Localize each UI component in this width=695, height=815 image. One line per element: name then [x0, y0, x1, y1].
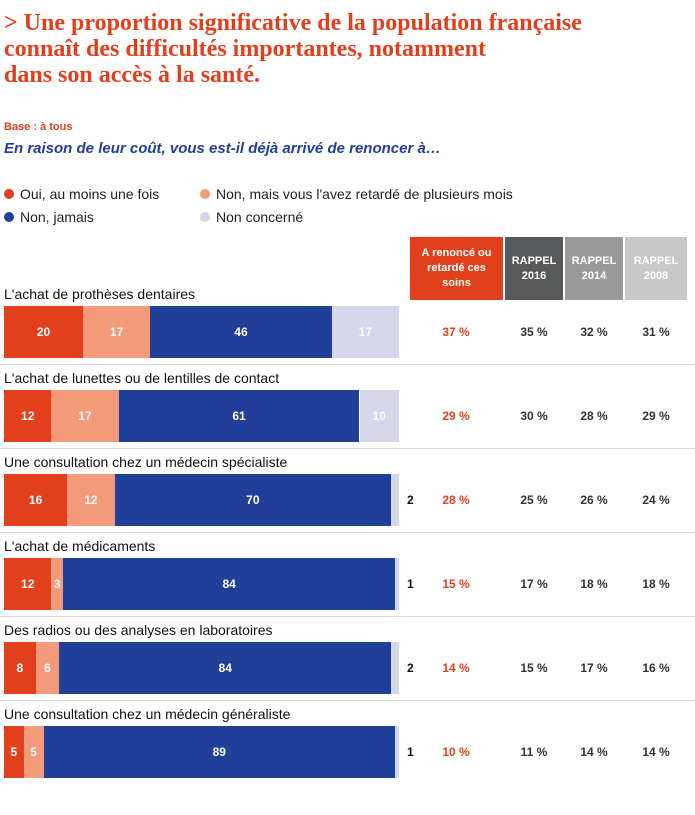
- table-value-r2008: 18 %: [642, 577, 670, 591]
- legend-label: Non, mais vous l'avez retardé de plusieu…: [216, 186, 513, 202]
- row-separator: [0, 700, 695, 701]
- legend-item-jamais: Non, jamais: [4, 209, 94, 225]
- bar-segment-jamais: 89: [43, 726, 396, 778]
- column-header-rappel-2016: RAPPEL 2016: [505, 237, 563, 300]
- table-value-r2014: 28 %: [580, 409, 608, 423]
- table-value-r2016: 17 %: [520, 577, 548, 591]
- bar-segment-jamais: 84: [63, 558, 396, 610]
- title-line: connaît des difficultés importantes, not…: [4, 36, 486, 62]
- bar-segment-oui: 8: [4, 642, 36, 694]
- table-value-r2016: 35 %: [520, 325, 548, 339]
- column-header-label: RAPPEL 2016: [511, 254, 557, 282]
- bar-segment-non_concerne: 10: [359, 390, 399, 442]
- table-value-r2016: 15 %: [520, 661, 548, 675]
- bar-segment-jamais: 61: [118, 390, 360, 442]
- table-value-r2014: 18 %: [580, 577, 608, 591]
- table-value-r2008: 16 %: [642, 661, 670, 675]
- column-header-label: RAPPEL 2014: [571, 254, 617, 282]
- row-label: L'achat de lunettes ou de lentilles de c…: [4, 370, 280, 386]
- row-label: Une consultation chez un médecin général…: [4, 706, 291, 722]
- legend-swatch-jamais: [4, 212, 14, 222]
- legend-label: Non concerné: [216, 209, 304, 225]
- bar-segment-retarde: 5: [23, 726, 44, 778]
- bar-segment-non_concerne: [391, 642, 399, 694]
- table-value-r2016: 30 %: [520, 409, 548, 423]
- bar-segment-retarde: 12: [67, 474, 115, 526]
- table-value-r2014: 26 %: [580, 493, 608, 507]
- bar-segment-non_concerne: 17: [331, 306, 399, 358]
- column-header-rappel-2008: RAPPEL 2008: [625, 237, 687, 300]
- bar-segment-retarde: 6: [35, 642, 60, 694]
- base-note: Base : à tous: [4, 121, 73, 133]
- bar-value-label: 1: [407, 577, 414, 591]
- row-label: Une consultation chez un médecin spécial…: [4, 454, 288, 470]
- bar-value-label: 1: [407, 745, 414, 759]
- bar-value-label: 2: [407, 661, 414, 675]
- table-value-r2014: 17 %: [580, 661, 608, 675]
- row-separator: [0, 532, 695, 533]
- table-value-renonce: 29 %: [442, 409, 470, 423]
- table-value-r2016: 11 %: [520, 745, 548, 759]
- title-line: dans son accès à la santé.: [4, 62, 261, 88]
- column-header-label: A renoncé ou retardé ces soins: [421, 247, 492, 289]
- bar-segment-oui: 12: [4, 390, 52, 442]
- legend-swatch-oui: [4, 189, 14, 199]
- table-value-renonce: 28 %: [442, 493, 470, 507]
- table-value-renonce: 14 %: [442, 661, 470, 675]
- legend-swatch-non-concerne: [200, 212, 210, 222]
- table-value-r2008: 14 %: [642, 745, 670, 759]
- title-line: > Une proportion significative de la pop…: [4, 10, 582, 36]
- column-header-rappel-2014: RAPPEL 2014: [565, 237, 623, 300]
- row-label: L'achat de médicaments: [4, 538, 156, 554]
- row-label: L'achat de prothèses dentaires: [4, 286, 196, 302]
- row-separator: [0, 448, 695, 449]
- bar-segment-oui: 5: [4, 726, 24, 778]
- table-value-renonce: 10 %: [442, 745, 470, 759]
- bar-segment-non_concerne: [391, 474, 399, 526]
- column-header-renonce: A renoncé ou retardé ces soins: [410, 237, 503, 300]
- legend-label: Non, jamais: [20, 209, 94, 225]
- table-value-r2014: 14 %: [580, 745, 608, 759]
- legend-label: Oui, au moins une fois: [20, 186, 160, 202]
- table-value-r2016: 25 %: [520, 493, 548, 507]
- bar-segment-retarde: 17: [51, 390, 119, 442]
- row-separator: [0, 364, 695, 365]
- legend-item-oui: Oui, au moins une fois: [4, 186, 159, 202]
- row-separator: [0, 616, 695, 617]
- bar-segment-jamais: 84: [59, 642, 392, 694]
- table-value-r2008: 31 %: [642, 325, 670, 339]
- bar-segment-oui: 12: [4, 558, 52, 610]
- question-text: En raison de leur coût, vous est-il déjà…: [4, 140, 441, 157]
- bar-segment-oui: 20: [4, 306, 83, 358]
- legend-item-retarde: Non, mais vous l'avez retardé de plusieu…: [200, 186, 513, 202]
- table-value-renonce: 15 %: [442, 577, 470, 591]
- table-value-r2014: 32 %: [580, 325, 608, 339]
- bar-segment-non_concerne: [395, 558, 399, 610]
- chart-title: > Une proportion significative de la pop…: [4, 10, 684, 88]
- bar-segment-jamais: 70: [114, 474, 392, 526]
- table-value-renonce: 37 %: [442, 325, 470, 339]
- legend-item-non-concerne: Non concerné: [200, 209, 303, 225]
- bar-segment-jamais: 46: [150, 306, 332, 358]
- bar-value-label: 2: [407, 493, 414, 507]
- table-value-r2008: 29 %: [642, 409, 670, 423]
- bar-segment-non_concerne: [395, 726, 399, 778]
- bar-segment-retarde: 3: [51, 558, 64, 610]
- legend-swatch-retarde: [200, 189, 210, 199]
- bar-segment-oui: 16: [4, 474, 68, 526]
- column-header-label: RAPPEL 2008: [633, 254, 679, 282]
- bar-segment-retarde: 17: [83, 306, 151, 358]
- row-label: Des radios ou des analyses en laboratoir…: [4, 622, 273, 638]
- table-value-r2008: 24 %: [642, 493, 670, 507]
